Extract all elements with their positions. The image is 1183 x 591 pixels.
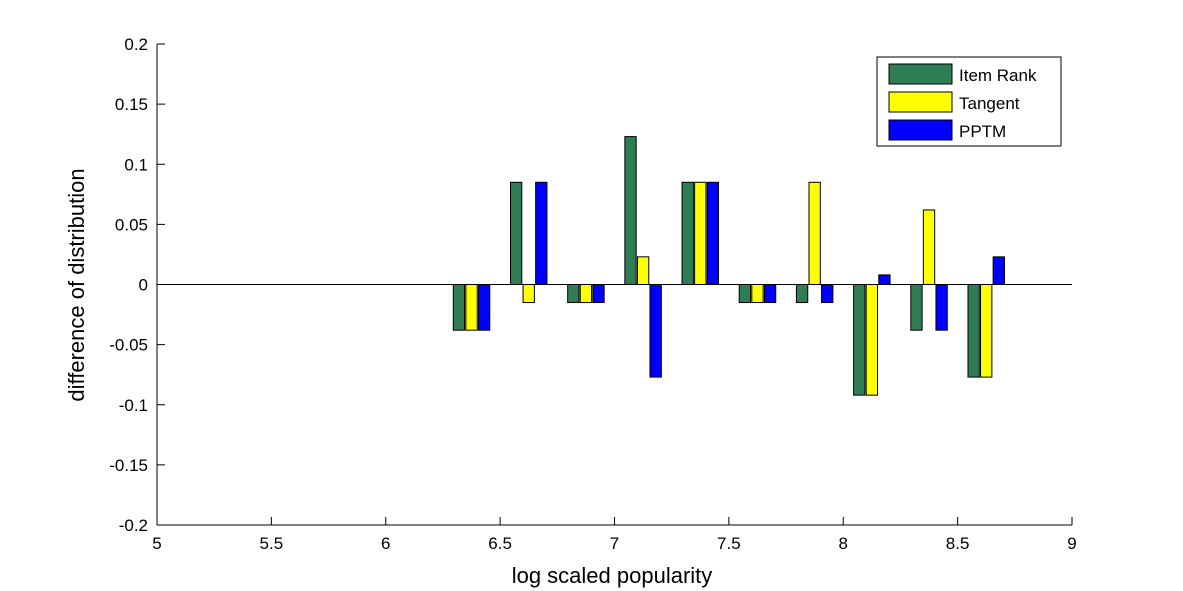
y-tick-label: -0.05 <box>109 336 148 355</box>
y-axis-title: difference of distribution <box>64 168 89 401</box>
bar <box>636 256 650 285</box>
bar <box>567 284 580 304</box>
x-tick-label: 9 <box>1067 534 1076 553</box>
x-tick-label: 6.5 <box>488 534 512 553</box>
bar <box>592 284 605 304</box>
legend-swatch <box>888 91 953 113</box>
bar <box>935 284 948 331</box>
bar <box>980 284 993 378</box>
bar <box>624 136 637 285</box>
legend-label: Tangent <box>959 94 1020 113</box>
legend-swatch <box>888 63 953 85</box>
bar <box>465 284 478 331</box>
y-tick-label: 0 <box>139 276 148 295</box>
bar <box>910 284 923 331</box>
x-tick-label: 8 <box>839 534 848 553</box>
y-tick-label: -0.2 <box>119 516 148 535</box>
axes: 5 5.5 6 6.5 7 7.5 8 8.5 9 -0.2 -0.15 -0.1 -0.05 0 0.05… <box>109 35 1076 553</box>
bar <box>522 284 535 304</box>
bar <box>865 284 879 396</box>
x-tick-label: 5 <box>152 534 161 553</box>
legend-label: Item Rank <box>959 66 1037 85</box>
bars <box>452 136 1005 396</box>
bar <box>649 284 662 378</box>
x-tick-label: 5.5 <box>260 534 284 553</box>
y-tick-label: -0.1 <box>119 396 148 415</box>
bar <box>694 181 707 286</box>
bar <box>853 284 866 396</box>
bar <box>878 274 891 286</box>
x-tick-label: 8.5 <box>946 534 970 553</box>
bar <box>751 284 764 304</box>
x-tick-label: 7 <box>610 534 619 553</box>
bar <box>795 284 809 304</box>
bar <box>477 284 491 331</box>
y-tick-label: 0.2 <box>124 35 148 54</box>
x-tick-label: 7.5 <box>717 534 741 553</box>
bar <box>738 284 752 304</box>
bar <box>763 284 777 304</box>
bar <box>535 181 548 286</box>
bar <box>821 284 834 304</box>
bar <box>808 181 821 286</box>
x-tick-label: 6 <box>381 534 390 553</box>
bar <box>706 181 720 286</box>
y-tick-label: 0.1 <box>124 155 148 174</box>
legend-label: PPTM <box>959 122 1006 141</box>
y-tick-label: -0.15 <box>109 456 148 475</box>
x-axis-title: log scaled popularity <box>512 563 713 588</box>
bar <box>579 284 593 304</box>
y-tick-label: 0.05 <box>115 215 148 234</box>
bar <box>922 209 936 286</box>
bar <box>992 256 1005 285</box>
bar <box>452 284 466 331</box>
bar <box>681 181 694 286</box>
legend: Item Rank Tangent PPTM <box>876 56 1062 147</box>
bar <box>967 284 980 378</box>
y-tick-label: 0.15 <box>115 95 148 114</box>
bar <box>509 181 523 286</box>
legend-swatch <box>888 119 953 141</box>
